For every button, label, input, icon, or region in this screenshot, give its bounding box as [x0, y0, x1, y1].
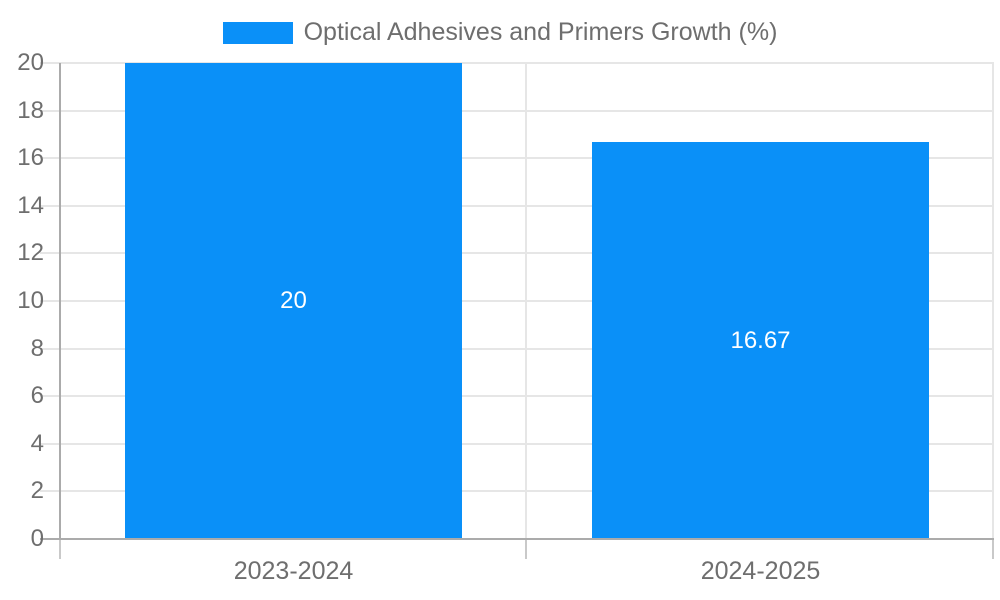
- h-gridline: [40, 204, 994, 207]
- bar-value-label: 16.67: [730, 326, 791, 354]
- h-gridline: [40, 490, 994, 493]
- x-axis-tick-mark: [59, 540, 61, 559]
- y-axis-tick-label: 14: [17, 191, 44, 219]
- y-axis-tick-label: 6: [30, 382, 44, 410]
- x-axis-tick-label: 2023-2024: [233, 557, 354, 585]
- h-gridline: [40, 300, 994, 302]
- h-gridline: [40, 62, 994, 64]
- y-axis-tick-label: 4: [30, 429, 44, 457]
- h-gridline: [40, 157, 994, 160]
- v-gridline: [992, 63, 994, 539]
- h-gridline: [40, 252, 994, 255]
- plot-area: 20 16.67: [40, 62, 994, 559]
- y-axis-tick-label: 20: [17, 49, 44, 76]
- x-axis-line: [40, 538, 994, 540]
- y-axis-tick-label: 18: [17, 96, 44, 124]
- x-axis-tick-mark: [525, 540, 527, 559]
- h-gridline: [40, 395, 994, 398]
- y-axis-tick-label: 0: [30, 525, 44, 552]
- v-gridline: [525, 63, 527, 539]
- y-axis-tick-label: 12: [17, 239, 44, 267]
- h-gridline: [40, 109, 994, 112]
- bar[interactable]: [592, 142, 929, 539]
- legend-label: Optical Adhesives and Primers Growth (%): [303, 18, 778, 46]
- y-axis-tick-label: 8: [30, 334, 44, 362]
- bar-value-label: 20: [280, 287, 307, 314]
- h-gridline: [40, 442, 994, 445]
- h-gridline: [40, 347, 994, 350]
- y-axis-tick-label: 10: [17, 287, 44, 314]
- legend-swatch: [222, 21, 293, 44]
- bar[interactable]: [125, 63, 462, 539]
- y-axis-tick-label: 16: [17, 144, 44, 172]
- legend-item[interactable]: Optical Adhesives and Primers Growth (%): [0, 20, 1000, 45]
- y-axis-tick-label: 2: [30, 477, 44, 505]
- y-axis-line: [59, 63, 61, 539]
- x-axis-tick-mark: [992, 540, 994, 559]
- x-axis-tick-label: 2024-2025: [700, 557, 821, 585]
